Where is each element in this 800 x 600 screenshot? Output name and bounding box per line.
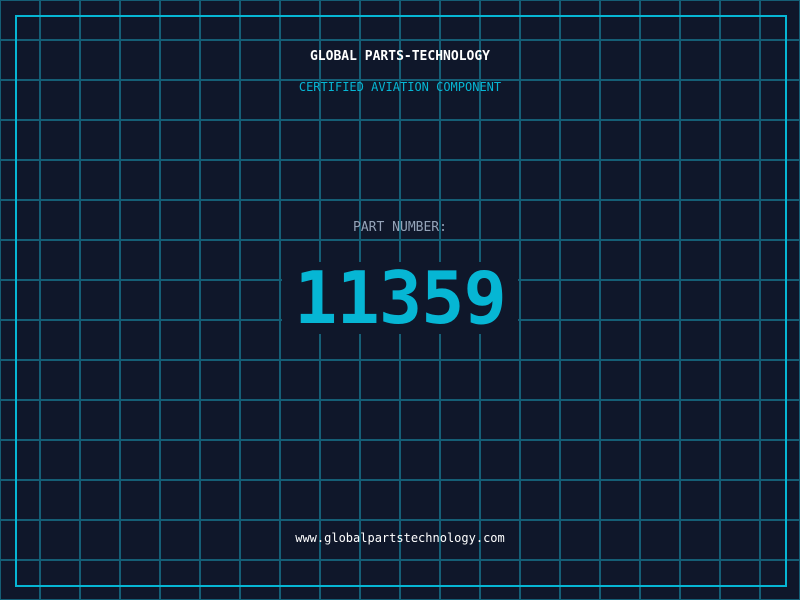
subtitle: CERTIFIED AVIATION COMPONENT bbox=[298, 80, 502, 94]
website-url: www.globalpartstechnology.com bbox=[295, 531, 505, 545]
border-frame bbox=[15, 15, 787, 587]
part-number-label: PART NUMBER: bbox=[353, 220, 447, 235]
brand-title: GLOBAL PARTS-TECHNOLOGY bbox=[309, 49, 490, 64]
part-number-value: 11359 bbox=[294, 256, 507, 340]
part-number-backdrop bbox=[282, 262, 518, 334]
